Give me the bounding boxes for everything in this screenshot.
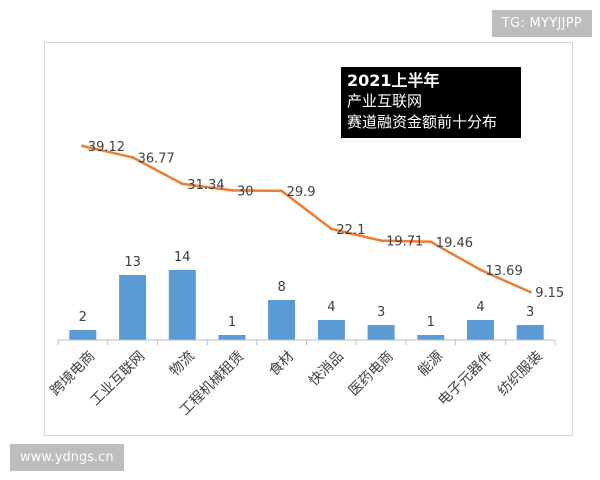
x-tick-label: 电子元器件 [435,348,496,409]
x-tick-label: 物流 [167,348,198,379]
bar-value-label: 4 [327,300,335,315]
line-point [479,268,482,272]
bar [317,320,345,340]
watermark-top-right: TG: MYYJJPP [491,10,592,37]
bar [168,270,196,340]
line-series [82,144,531,294]
line-value-label: 22.1 [336,223,365,238]
bar [218,335,246,340]
bar [516,325,544,340]
x-tick-label: 快消品 [306,348,347,389]
line-point [230,188,234,192]
bar-value-label: 8 [277,280,285,295]
bar-value-label: 1 [228,315,236,330]
bar-value-label: 13 [124,255,141,270]
chart-title-line-3: 赛道融资金额前十分布 [347,113,498,131]
x-tick-label: 跨境电商 [48,348,99,399]
line-point [528,290,532,294]
line-point [280,189,284,193]
bar [268,300,296,340]
line-value-label: 36.77 [138,151,175,166]
bar [417,335,445,340]
line-value-label: 19.71 [386,235,423,250]
line-value-label: 13.69 [486,264,523,279]
bar [467,320,494,340]
bar-value-label: 4 [476,300,484,315]
bar [69,330,97,340]
line-value-label: 29.9 [287,185,316,200]
line-value-label: 30 [237,184,254,199]
line-value-label: 31.34 [187,178,224,193]
line-value-label: 9.15 [535,286,564,301]
line-point [180,182,184,186]
line-point [429,240,433,244]
chart-title-box: 2021上半年 产业互联网 赛道融资金额前十分布 [341,67,521,138]
x-tick-label: 医药电商 [346,348,397,399]
bar [119,275,147,340]
line-point [379,239,383,243]
bar-value-label: 3 [377,305,385,320]
bar-value-label: 1 [427,315,435,330]
bar-value-label: 2 [79,310,87,325]
watermark-bottom-left: www.ydngs.cn [10,444,124,471]
bar-value-label: 14 [174,250,191,265]
chart-title-line-2: 产业互联网 [347,92,423,110]
x-tick-label: 能源 [415,348,446,379]
line-value-label: 39.12 [88,140,125,155]
x-tick-label: 纺织服装 [495,348,546,399]
x-tick-label: 工业互联网 [87,348,148,409]
bar-value-label: 3 [526,305,534,320]
bar [367,325,395,340]
line-point [329,227,333,231]
chart-title-line-1: 2021上半年 [347,71,440,90]
x-tick-label: 食材 [265,348,297,380]
line-point [81,144,85,148]
line-value-label: 19.46 [436,236,473,251]
line-point [131,155,135,159]
